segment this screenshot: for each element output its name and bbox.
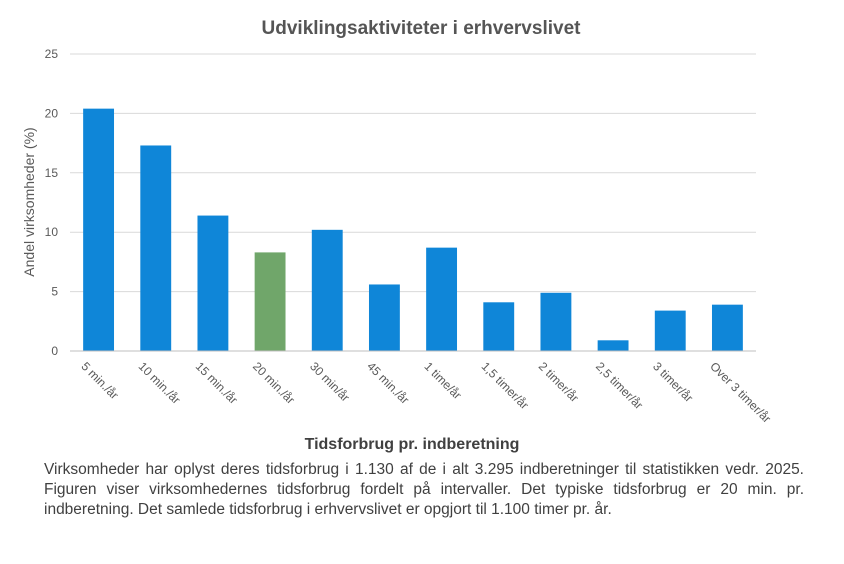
x-tick-label: 2 timer/år: [536, 359, 582, 405]
bar: [311, 229, 343, 351]
bar: [597, 340, 629, 351]
bar: [540, 292, 572, 351]
y-tick-label: 20: [45, 106, 59, 120]
gridlines: [70, 53, 756, 293]
x-tick-label: Over 3 timer/år: [707, 359, 773, 425]
x-tick-label: 20 min./år: [250, 359, 298, 407]
figure-caption: Virksomheder har oplyst deres tidsforbru…: [44, 461, 804, 518]
y-tick-label: 10: [45, 225, 59, 239]
x-tick-label: 1,5 timer/år: [479, 359, 532, 412]
y-tick-label: 5: [51, 285, 58, 299]
y-axis-label: Andel virksomheder (%): [21, 127, 37, 276]
y-tick-label: 15: [45, 166, 59, 180]
x-tick-label: 10 min./år: [136, 359, 184, 407]
y-tick-label: 0: [51, 344, 58, 358]
bar: [140, 145, 172, 351]
x-tick-label: 15 min./år: [193, 359, 241, 407]
x-tick-label: 30 min/år: [307, 359, 352, 404]
y-tick-label: 25: [45, 47, 59, 61]
bar: [654, 310, 686, 351]
y-axis-ticks: 0 5 10 15 20 25: [45, 47, 59, 358]
bar: [426, 247, 458, 351]
bar: [197, 215, 229, 351]
bar: [483, 302, 515, 351]
bar: [254, 252, 286, 351]
x-tick-label: 5 min./år: [78, 359, 121, 402]
bars: [83, 108, 743, 351]
chart-title: Udviklingsaktiviteter i erhvervslivet: [262, 18, 582, 39]
x-tick-label: 3 timer/år: [650, 359, 696, 405]
bar: [368, 284, 400, 351]
x-axis-ticks: 5 min./år 10 min./år 15 min./år 20 min./år 3…: [78, 359, 773, 425]
x-tick-label: 1 time/år: [421, 359, 464, 402]
bar: [83, 108, 115, 351]
x-tick-label: 2,5 timer/år: [593, 359, 646, 412]
x-tick-label: 45 min./år: [364, 359, 412, 407]
x-axis-label: Tidsforbrug pr. indberetning: [305, 436, 520, 453]
bar: [711, 304, 743, 351]
bar-chart: Udviklingsaktiviteter i erhvervslivet 0 5…: [21, 18, 774, 453]
